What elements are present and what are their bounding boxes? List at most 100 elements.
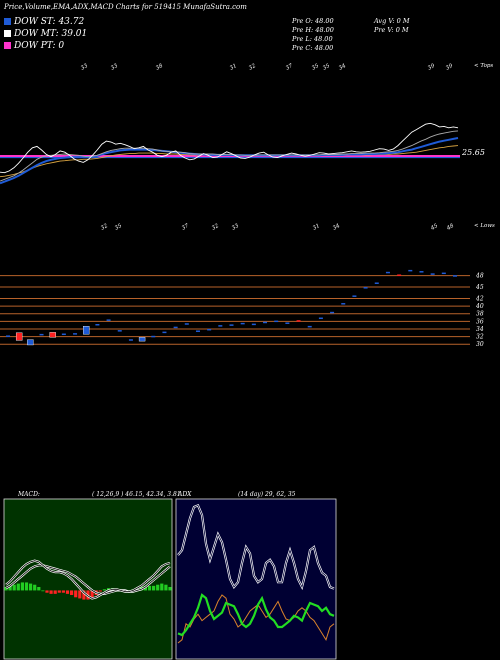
dow-pt-swatch [4,42,11,49]
top-label: 37 [285,63,294,72]
price-candle [330,311,335,314]
macd-panel [3,498,173,660]
y-tick-label: 36 [476,318,484,325]
price-candle [285,322,290,324]
price-candle [397,274,402,276]
lows-label: < Lows [474,223,495,229]
top-label: 35 [311,63,320,72]
dow-pt-label: DOW PT: 0 [4,41,64,51]
macd-histogram-bar [65,590,70,594]
macd-histogram-bar [12,584,16,591]
macd-values: ( 12,26,9 ) 46.15, 42.34, 3.81 [92,491,181,498]
low-label: 32 [211,223,220,232]
top-label: 33 [110,63,119,72]
chart-title: Price,Volume,EMA,ADX,MACD Charts for 519… [4,3,247,11]
adx-values: (14 day) 29, 62, 35 [238,491,296,498]
pre-volume: Pre V: 0 M [374,26,409,34]
top-label: 39 [427,63,436,72]
low-label: 35 [114,223,123,232]
adx-line [177,593,335,637]
adx-plus-di-core [177,504,335,589]
macd-histogram-bar [33,584,37,591]
macd-histogram-bar [49,590,53,594]
price-candle [128,339,133,341]
macd-histogram-bar [37,587,41,591]
price-candle [83,326,90,335]
macd-histogram-bar [90,590,94,599]
macd-histogram-bar [156,584,160,591]
macd-histogram-bar [61,590,65,593]
top-label: 31 [229,63,238,72]
low-label: 48 [445,223,455,232]
low-label: 31 [312,223,321,232]
price-candle [184,323,189,325]
pre-close: Pre C: 48.00 [292,44,334,52]
price-candle [385,271,390,274]
top-label: 39 [445,63,454,72]
price-candle [106,319,111,321]
price-candle [229,324,234,326]
price-candle [419,271,424,273]
low-label: 33 [231,223,240,232]
price-candle [307,325,312,328]
price-candle [95,324,100,326]
low-label: 37 [181,223,190,232]
price-candle [49,332,56,338]
dow-mt-swatch [4,30,11,37]
y-tick-label: 48 [475,273,484,280]
price-candle [430,273,435,275]
pre-low: Pre L: 48.00 [292,35,333,43]
ema-series-line [0,122,459,174]
low-label: 34 [332,223,341,232]
price-candle [274,320,279,323]
avg-volume: Avg V: 0 M [374,17,410,25]
macd-histogram-bar [57,590,61,593]
dow-st-label: DOW ST: 43.72 [4,17,84,27]
y-tick-label: 45 [475,284,484,291]
macd-histogram-bar [78,590,82,599]
price-candle [61,333,66,336]
macd-histogram-bar [168,587,172,591]
price-candle [218,325,223,327]
price-candle [453,275,457,277]
price-candle [296,320,301,322]
top-label: 34 [338,63,347,72]
macd-histogram-bar [24,582,29,591]
top-label: 35 [322,63,331,72]
adx-label: ADX [178,491,192,498]
macd-histogram-bar [53,590,57,594]
low-label: 45 [429,223,439,232]
price-candle [318,317,323,320]
low-label: 32 [100,223,109,232]
dow-st-swatch [4,18,11,25]
macd-histogram-bar [70,590,74,595]
price-candle [162,331,167,334]
tops-label: < Tops [474,63,494,69]
price-candle [15,332,23,341]
macd-histogram-bar [4,587,8,591]
price-candle [195,330,200,332]
y-tick-label: 38 [476,311,484,318]
macd-histogram-bar [41,590,45,592]
macd-signal-core [5,564,171,595]
macd-label: MACD: [18,491,40,498]
macd-histogram-bar [160,583,164,591]
y-tick-label: 32 [476,334,484,341]
adx-minus-di-line [177,594,335,644]
macd-histogram-bar [147,585,152,591]
macd-histogram-bar [102,589,106,591]
macd-histogram-bar [16,583,20,591]
top-label: 32 [248,63,257,72]
top-label: 33 [80,63,89,72]
price-candle [408,269,413,272]
macd-histogram-bar [74,590,78,598]
price-candle [352,295,357,297]
price-candle [6,335,10,337]
y-tick-label: 34 [476,326,484,333]
price-candle [173,326,178,329]
price-candle [251,323,256,326]
macd-histogram-bar [152,585,156,591]
price-candle [240,322,245,325]
